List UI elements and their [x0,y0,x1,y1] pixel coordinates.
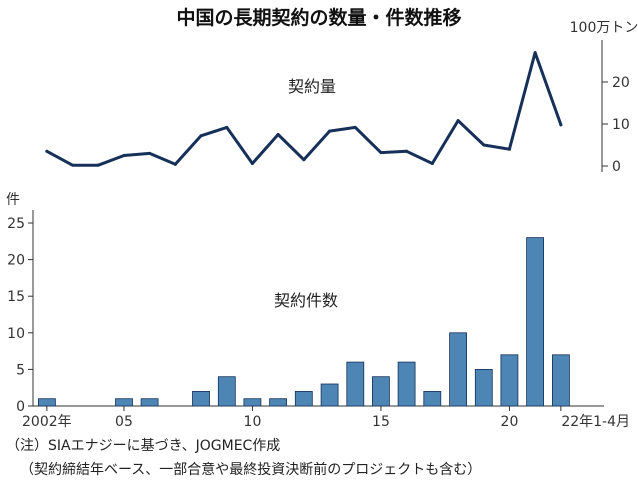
line-point [353,125,357,129]
line-y-tick-label: 20 [612,75,630,91]
bar [552,354,570,407]
line-point [148,151,152,155]
note-line-1: （注）SIAエナジーに基づき、JOGMEC作成 [6,437,280,454]
bar-x-tick-label: 2002年 [22,414,72,430]
line-point [122,154,126,157]
bar [243,398,262,407]
bar [526,237,544,407]
bar-x-tick-label: 15 [372,414,390,430]
bar [38,398,56,407]
bar-x-tick-label: 10 [244,414,262,430]
bar-y-tick-label: 5 [16,362,25,378]
note-line-2: （契約締結年ベース、一部合意や最終投資決断前のプロジェクトも含む） [20,461,481,478]
line-point [559,123,563,127]
bar-unit-label: 件 [6,192,20,208]
bar-x-tick-label: 20 [501,414,519,430]
bar [423,390,442,407]
bar [500,354,519,407]
bar-y-tick-label: 15 [7,289,25,305]
bar-y-tick-label: 20 [7,253,25,269]
line-point [302,158,306,162]
line-point [250,161,254,165]
chart-title: 中国の長期契約の数量・件数推移 [176,6,461,29]
line-y-tick-label: 10 [612,117,630,133]
line-point [276,133,280,136]
line-panel: 100万トン 契約量 0 10 20 [45,20,638,175]
bar [371,376,390,407]
bar-x-tick-label: 22年1-4月 [561,414,630,430]
line-point [71,163,75,167]
bar [397,361,416,407]
bar [294,390,313,407]
bar [269,398,288,407]
line-point [173,162,177,166]
bar [140,398,159,407]
line-series-label: 契約量 [288,77,336,96]
line-point [96,163,100,167]
bar-x-tick-label: 05 [115,414,133,430]
line-point [482,143,486,147]
bar-y-tick-label: 25 [7,216,25,232]
bar [474,368,493,407]
line-y-tick-label: 0 [612,159,621,175]
bar [115,398,133,407]
line-unit-label: 100万トン [570,20,638,36]
line-point [199,134,203,138]
bar [346,361,365,407]
bar [192,390,210,407]
line-point [379,151,383,155]
bar-y-tick-label: 10 [7,326,25,342]
bar-series-label: 契約件数 [274,291,338,310]
line-point [45,149,49,153]
bar [320,383,339,407]
line-point [507,147,511,151]
bar [217,376,236,407]
line-point [328,129,332,133]
line-point [533,51,537,55]
line-point [430,161,434,165]
line-point [456,119,460,123]
line-point [225,125,229,129]
bar [449,332,468,407]
line-series-path [45,51,563,167]
line-point [405,149,409,153]
bar-y-tick-label: 0 [16,399,25,415]
